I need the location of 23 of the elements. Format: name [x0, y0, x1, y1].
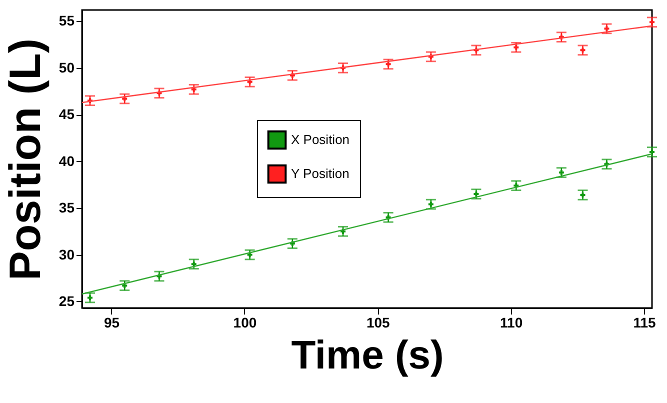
x-tick-label: 105 [366, 314, 390, 330]
point [514, 44, 519, 50]
y-tick-label: 50 [58, 59, 75, 76]
x-tick-label: 100 [233, 314, 257, 330]
x-tick-label: 95 [104, 314, 120, 330]
point [191, 262, 196, 267]
legend-label: X Position [291, 132, 350, 147]
point [558, 170, 564, 176]
x-tick-label: 110 [500, 314, 523, 330]
x-axis-title: Time (s) [291, 334, 444, 378]
y-tick-label: 40 [58, 152, 75, 169]
y-axis-title: Position (L) [0, 38, 50, 280]
y-tick-label: 30 [58, 246, 75, 262]
point [580, 192, 586, 198]
point [650, 149, 654, 154]
point [474, 192, 479, 197]
y-tick-label: 35 [58, 200, 75, 216]
legend-label: Y Position [291, 166, 350, 181]
y-tick-label: 55 [58, 12, 75, 29]
x-tick-label: 115 [633, 314, 656, 330]
y-tick-label: 25 [58, 292, 75, 309]
y-tick-label: 45 [58, 106, 75, 122]
point [650, 20, 654, 25]
